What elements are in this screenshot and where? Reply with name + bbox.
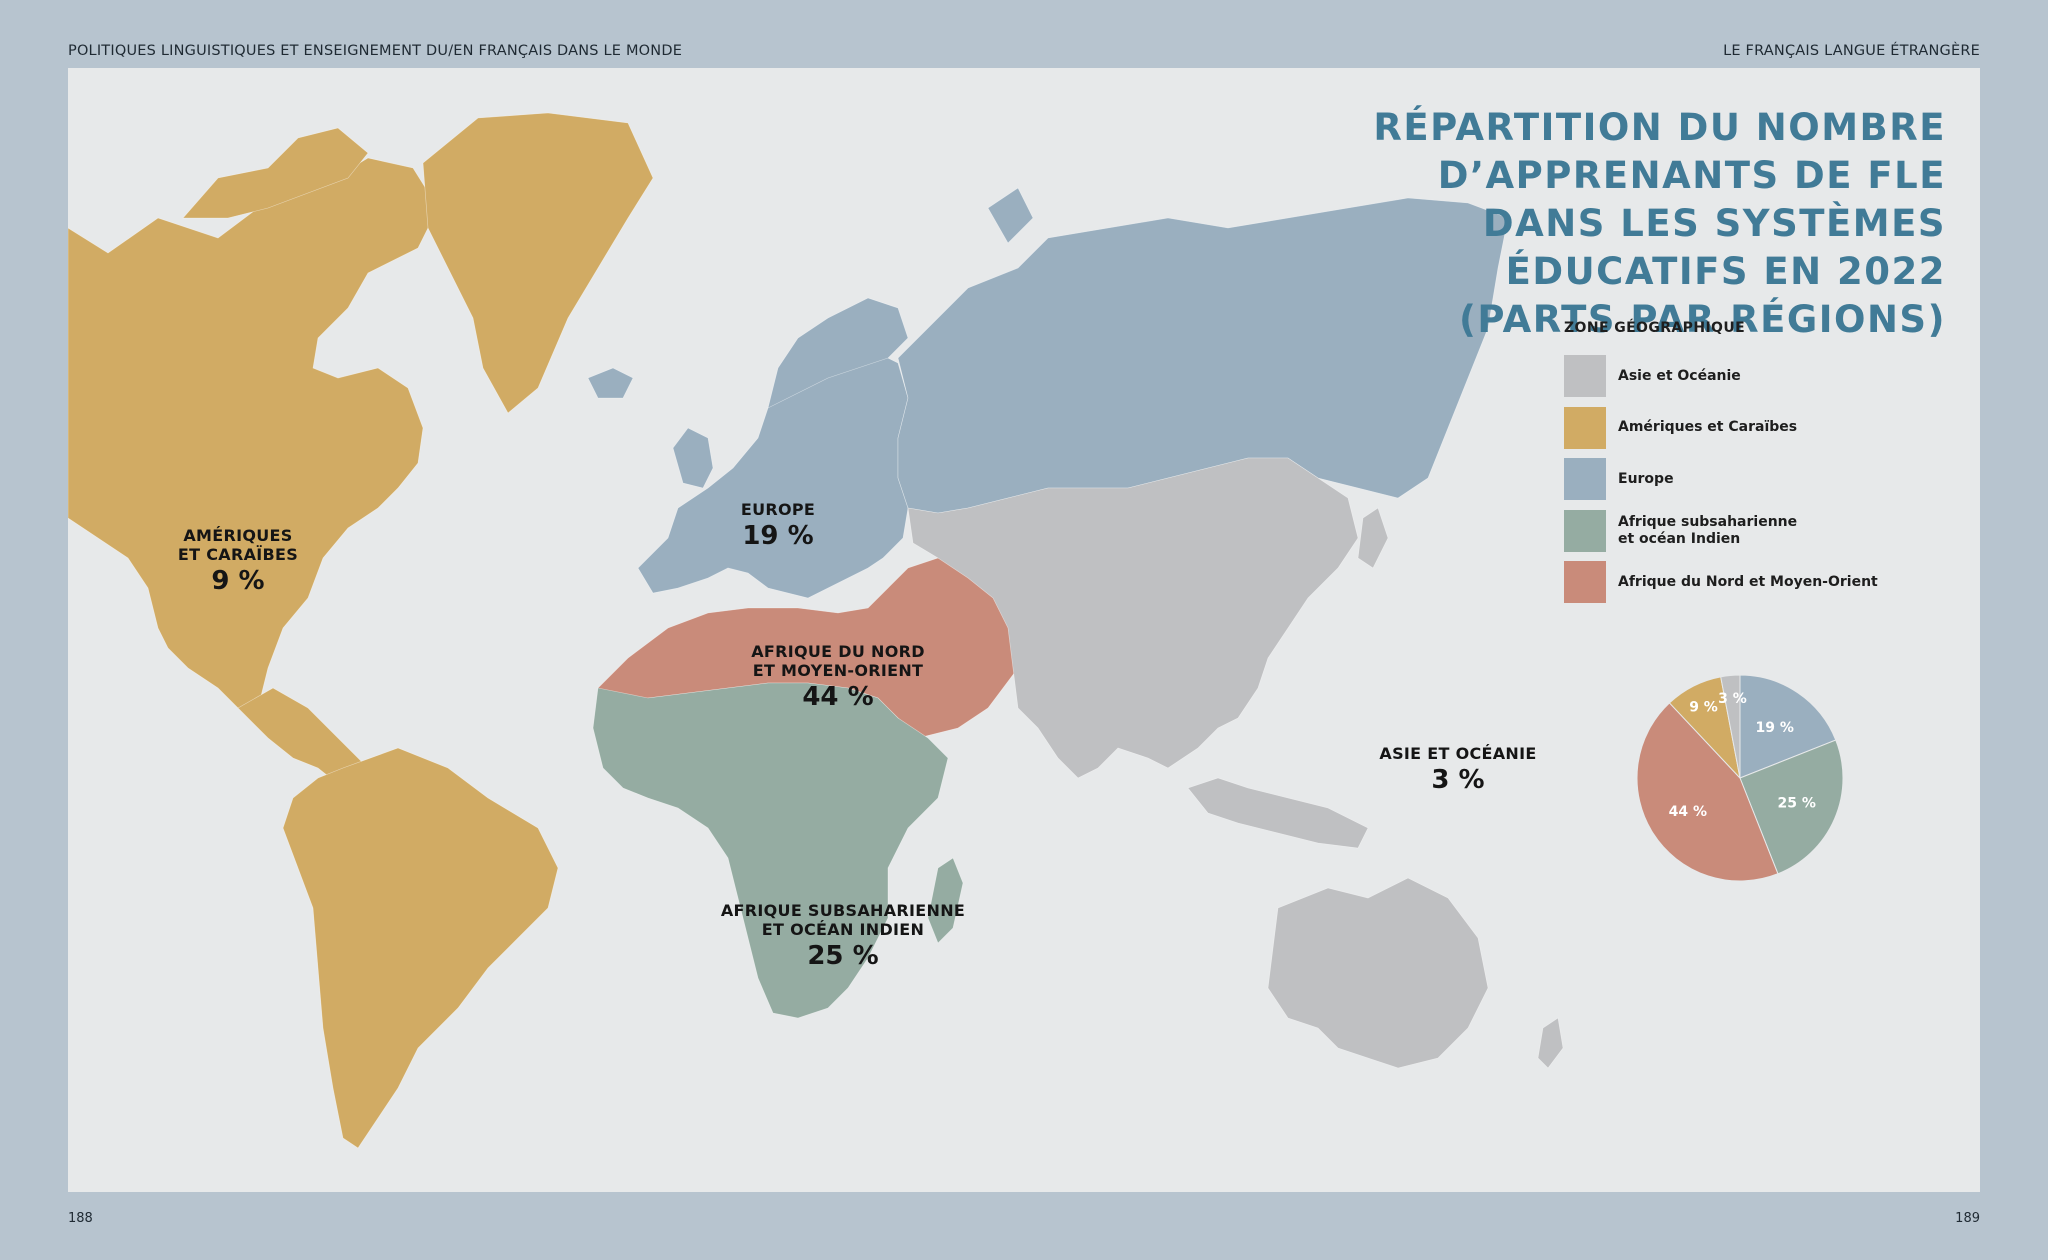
label-afrique-sub: AFRIQUE SUBSAHARIENNE ET OCÉAN INDIEN 25… (688, 901, 998, 973)
legend: ZONE GÉOGRAPHIQUE Asie et Océanie Amériq… (1564, 320, 1894, 613)
shape-japan (1357, 507, 1389, 569)
shape-new-zealand (1537, 1017, 1564, 1069)
legend-label: Afrique subsaharienne et océan Indien (1618, 513, 1798, 547)
world-map (68, 112, 1564, 1149)
shape-uk (672, 427, 714, 489)
title-line: (PARTS PAR RÉGIONS) (1459, 298, 1946, 341)
region-ameriques (68, 112, 654, 1149)
title-line: DANS LES SYSTÈMES (1482, 202, 1946, 245)
legend-item-ameriques: Amériques et Caraïbes (1564, 406, 1894, 449)
region-asie (907, 457, 1564, 1069)
label-europe-name: EUROPE (740, 500, 816, 519)
label-asie-pct: 3 % (1431, 765, 1485, 795)
label-asie: ASIE ET OCÉANIE 3 % (1358, 744, 1558, 797)
map-panel: RÉPARTITION DU NOMBRE D’APPRENANTS DE FL… (68, 68, 1980, 1192)
legend-swatch (1564, 561, 1606, 603)
pie-slice-4 (1720, 674, 1741, 779)
label-afrique-sub-pct: 25 % (807, 941, 879, 971)
legend-label: Europe (1618, 470, 1674, 487)
shape-australia (1267, 877, 1489, 1069)
legend-label: Amériques et Caraïbes (1618, 419, 1798, 435)
label-afrique-nord-name: AFRIQUE DU NORD ET MOYEN-ORIENT (751, 642, 925, 680)
label-ameriques: AMÉRIQUES ET CARAÏBES 9 % (118, 526, 358, 598)
legend-swatch (1564, 458, 1606, 500)
pie-label-0: 19 % (1756, 720, 1794, 736)
label-afrique-nord-pct: 44 % (802, 682, 874, 712)
legend-label: Asie et Océanie (1618, 367, 1741, 384)
label-asie-name: ASIE ET OCÉANIE (1379, 744, 1537, 763)
legend-label: Afrique du Nord et Moyen-Orient (1618, 573, 1878, 590)
pie-slice-2 (1636, 702, 1779, 882)
label-afrique-nord: AFRIQUE DU NORD ET MOYEN-ORIENT 44 % (698, 642, 978, 714)
pie-chart: 19 % 25 % 44 % 9 %3 % (1636, 674, 1844, 882)
legend-item-afrique-nord: Afrique du Nord et Moyen-Orient (1564, 561, 1894, 603)
pie-slice-1 (1739, 739, 1844, 875)
shape-madagascar (927, 857, 964, 944)
legend-title: ZONE GÉOGRAPHIQUE (1564, 320, 1746, 336)
running-head-left: POLITIQUES LINGUISTIQUES ET ENSEIGNEMENT… (68, 43, 683, 59)
shape-arctic-islands (182, 127, 369, 219)
map-title: RÉPARTITION DU NOMBRE D’APPRENANTS DE FL… (1046, 104, 1946, 344)
pie-label-4: 3 % (1718, 691, 1747, 707)
shape-greenland (422, 112, 654, 414)
shape-novaya-zemlya (987, 187, 1034, 244)
label-europe: EUROPE 19 % (698, 500, 858, 553)
page-number-left: 188 (68, 1211, 93, 1226)
title-line: D’APPRENANTS DE FLE (1437, 154, 1946, 197)
legend-swatch (1564, 406, 1606, 449)
region-afrique-sub (592, 682, 964, 1019)
label-ameriques-name: AMÉRIQUES ET CARAÏBES (177, 526, 299, 564)
shape-asia (907, 457, 1359, 779)
label-europe-pct: 19 % (742, 521, 814, 551)
pie-slice-0 (1739, 674, 1837, 779)
shape-sub-saharan-africa (592, 682, 949, 1019)
running-head-right: LE FRANÇAIS LANGUE ÉTRANGÈRE (1723, 43, 1980, 59)
legend-item-europe: Europe (1564, 458, 1894, 500)
shape-scandinavia (767, 297, 909, 409)
pie-label-1: 25 % (1778, 796, 1816, 812)
page-number-right: 189 (1955, 1211, 1980, 1226)
label-ameriques-pct: 9 % (211, 566, 265, 596)
pie-label-3: 9 % (1689, 699, 1718, 715)
label-afrique-sub-name: AFRIQUE SUBSAHARIENNE ET OCÉAN INDIEN (720, 901, 966, 939)
legend-item-afrique-sub: Afrique subsaharienne et océan Indien (1564, 509, 1894, 552)
shape-south-america (282, 747, 559, 1149)
shape-iceland (587, 367, 634, 399)
shape-north-america (68, 157, 439, 709)
legend-swatch (1564, 355, 1606, 397)
legend-item-asie: Asie et Océanie (1564, 355, 1894, 397)
title-line: ÉDUCATIFS EN 2022 (1505, 250, 1946, 293)
region-europe (587, 187, 1509, 599)
shape-europe (637, 347, 909, 599)
title-line: RÉPARTITION DU NOMBRE (1373, 106, 1946, 149)
legend-swatch (1564, 509, 1606, 552)
shape-southeast-asia-islands (1187, 777, 1369, 849)
pie-label-2: 44 % (1669, 804, 1707, 820)
